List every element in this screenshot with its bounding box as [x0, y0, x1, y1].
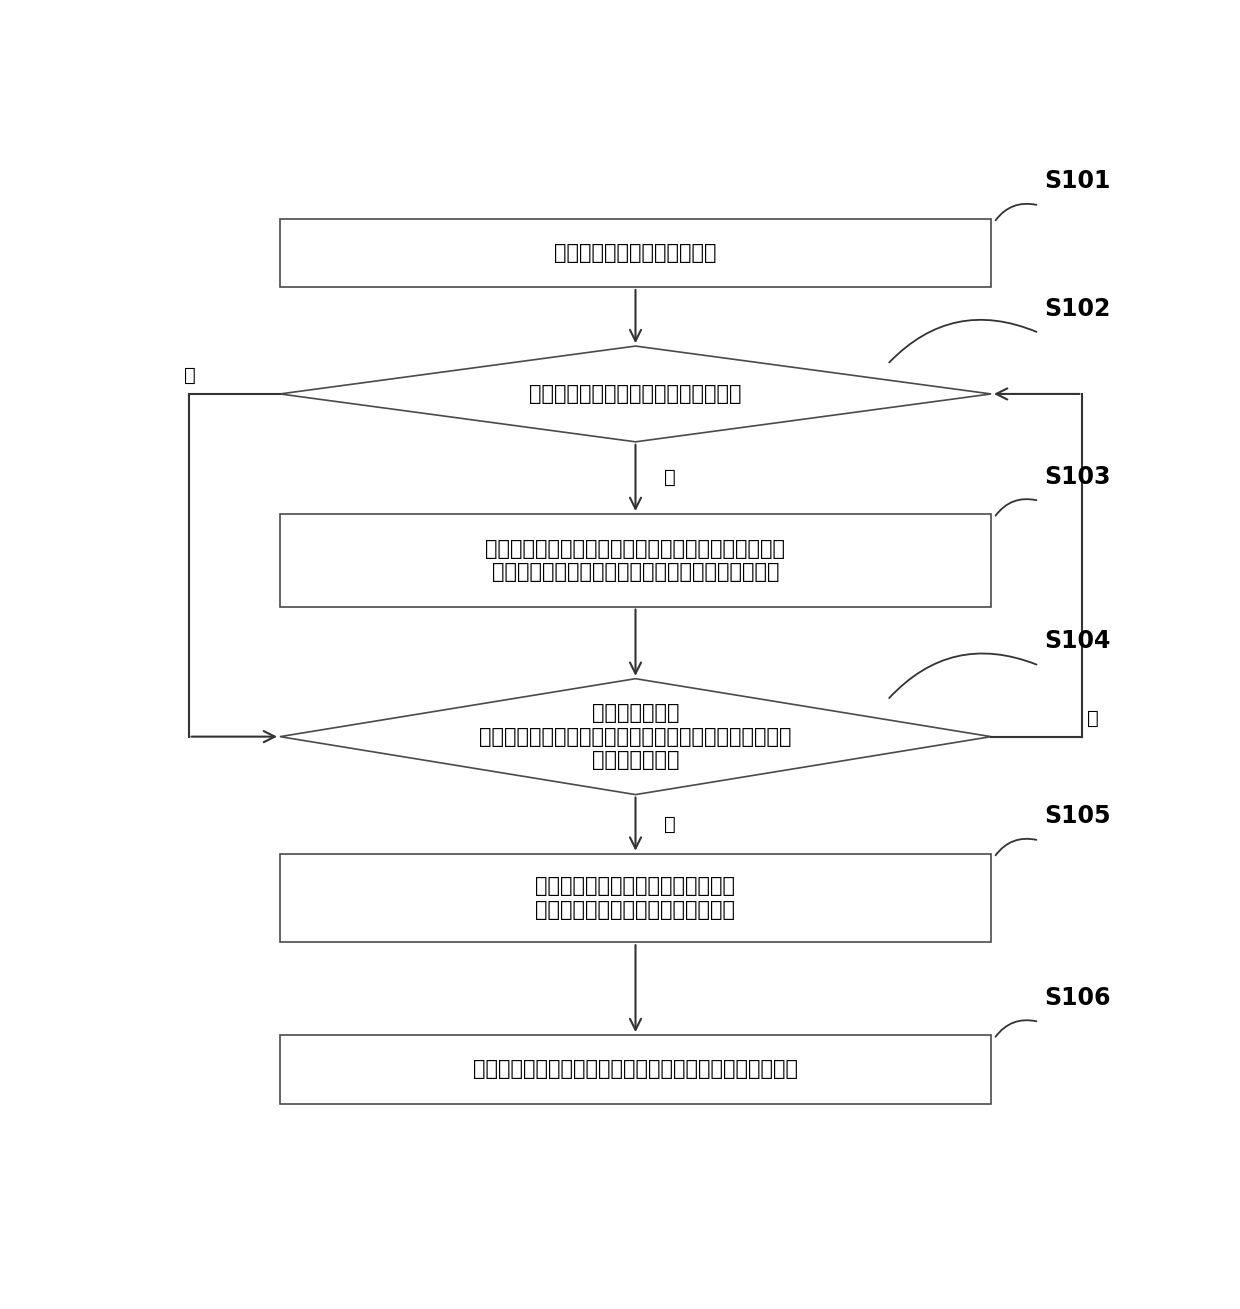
Bar	[280, 853, 991, 942]
Text: 检测所述货源队
列，判断所述货源队列中是否有至少一货源信息达到对应
的所述过期时间: 检测所述货源队 列，判断所述货源队列中是否有至少一货源信息达到对应 的所述过期时…	[479, 703, 792, 770]
Text: 将所述货源队列中得到所述过期时间
的货源信息重新发布到所述死信队列: 将所述货源队列中得到所述过期时间 的货源信息重新发布到所述死信队列	[536, 876, 735, 919]
Bar	[280, 219, 991, 287]
Text: 将货源信息加入到所述货源队列中，所述货源信息包括
代表货源的识别编码以及该识别编码对应的过期时间: 将货源信息加入到所述货源队列中，所述货源信息包括 代表货源的识别编码以及该识别编…	[486, 538, 785, 583]
Text: S101: S101	[1044, 169, 1110, 194]
Text: 根据所述死信队列的货源信息中的识别编码下架对应的货源: 根据所述死信队列的货源信息中的识别编码下架对应的货源	[472, 1059, 799, 1079]
Text: 设置一货源队列和一死信队列: 设置一货源队列和一死信队列	[554, 243, 717, 263]
Text: 否: 否	[184, 367, 196, 385]
Polygon shape	[280, 678, 991, 795]
Text: 否: 否	[1087, 709, 1099, 728]
Text: 是: 是	[665, 469, 676, 487]
Text: 判断是否有货源信息加入到货源队列中: 判断是否有货源信息加入到货源队列中	[529, 384, 742, 404]
Text: S106: S106	[1044, 986, 1111, 1009]
Text: 是: 是	[665, 814, 676, 834]
Text: S103: S103	[1044, 465, 1111, 488]
Text: S104: S104	[1044, 630, 1110, 653]
Text: S105: S105	[1044, 804, 1111, 829]
Text: S102: S102	[1044, 297, 1110, 321]
Bar	[280, 1035, 991, 1103]
Bar	[280, 514, 991, 606]
Polygon shape	[280, 346, 991, 442]
